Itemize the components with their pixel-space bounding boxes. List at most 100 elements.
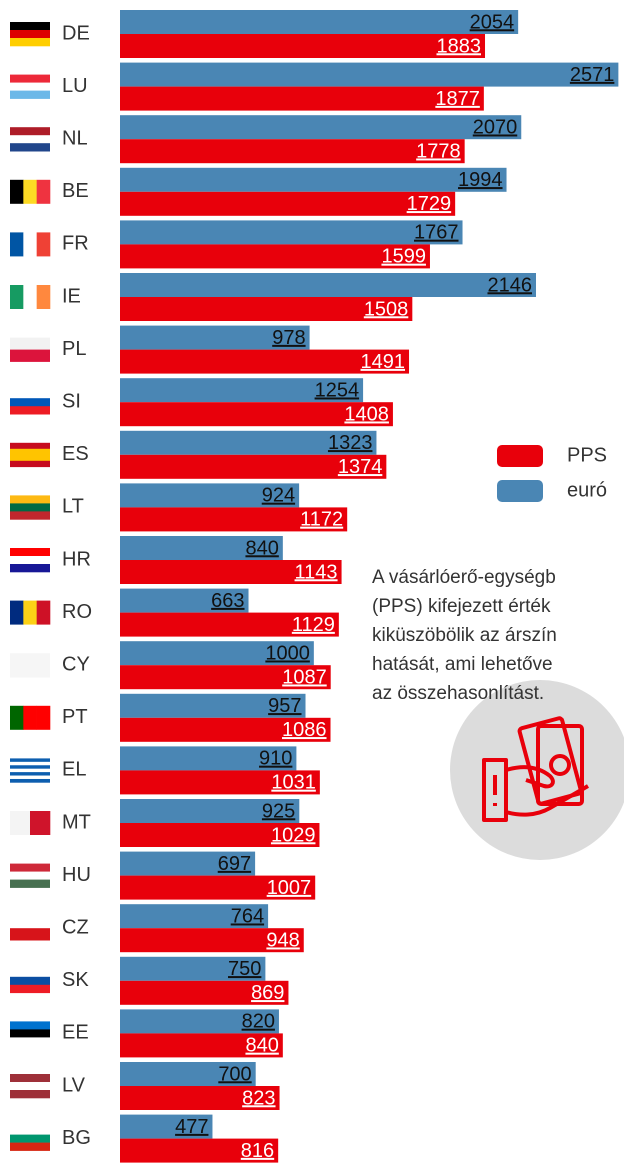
flag-stripe <box>10 1037 50 1046</box>
bar <box>120 928 304 953</box>
value-label: 924 <box>262 485 295 507</box>
flag-stripe <box>10 390 50 399</box>
category-label: MT <box>62 811 91 833</box>
value-label: 764 <box>231 905 264 927</box>
flag-stripe <box>10 1142 50 1151</box>
flag <box>10 705 51 730</box>
category-label: CY <box>62 653 90 675</box>
bar <box>120 1062 256 1086</box>
flag-stripe <box>10 232 24 257</box>
bar <box>120 560 342 584</box>
category-label: DE <box>62 22 90 44</box>
flag-stripe <box>10 758 50 763</box>
value-label: 1087 <box>282 666 327 688</box>
flag-stripe <box>10 761 50 766</box>
flag-stripe <box>10 564 50 573</box>
flag-stripe <box>10 548 50 557</box>
value-label: 1129 <box>292 614 335 636</box>
annotation: (PPS) kifejezett érték <box>372 596 551 617</box>
flag-stripe <box>10 556 50 565</box>
value-label: 957 <box>268 695 301 717</box>
flag-stripe <box>23 232 37 257</box>
flag-stripe <box>10 1074 50 1083</box>
bar <box>120 665 331 690</box>
flag <box>10 390 50 415</box>
flag-stripe <box>10 984 50 994</box>
bar <box>120 956 266 981</box>
flag-stripe <box>36 179 51 204</box>
legend-swatch <box>497 445 543 467</box>
bar <box>120 349 410 374</box>
value-label: 1599 <box>381 246 426 268</box>
value-label: 1086 <box>282 719 327 741</box>
flag-stripe <box>10 454 50 462</box>
flag-stripe <box>10 1134 50 1143</box>
legend-swatch <box>497 480 543 502</box>
flag <box>10 22 50 47</box>
flag-stripe <box>10 511 50 520</box>
flag-stripe <box>10 448 50 456</box>
bar <box>120 1086 280 1110</box>
bar <box>120 693 306 718</box>
category-label: ES <box>62 443 89 465</box>
flag <box>10 232 51 257</box>
flag <box>10 758 50 783</box>
flag-stripe <box>23 705 37 730</box>
flag-stripe <box>10 90 50 99</box>
flag-stripe <box>23 600 37 625</box>
value-label: 840 <box>245 537 278 559</box>
bar <box>120 273 536 297</box>
flag-stripe <box>10 775 50 780</box>
value-label: 925 <box>262 800 295 822</box>
flag-stripe <box>10 442 50 450</box>
flag-stripe <box>10 30 50 39</box>
flag-stripe <box>10 871 50 880</box>
bar <box>120 191 456 216</box>
value-label: 1508 <box>364 298 409 320</box>
flag <box>10 74 50 99</box>
flag-stripe <box>10 968 50 978</box>
flag-stripe <box>10 976 50 986</box>
money-icon <box>450 680 624 860</box>
bar <box>120 1138 279 1163</box>
flag-stripe <box>10 1029 50 1038</box>
flag-stripe <box>10 406 50 415</box>
flag <box>10 916 50 941</box>
bar <box>120 34 486 58</box>
flag <box>10 495 50 520</box>
bar <box>120 1033 283 1058</box>
flag-stripe <box>10 916 50 929</box>
flag-stripe <box>10 1126 50 1135</box>
flag-stripe <box>10 349 50 362</box>
value-label: 1778 <box>416 140 461 162</box>
bar <box>120 244 430 269</box>
flag-stripe <box>10 879 50 888</box>
flag <box>10 1021 50 1046</box>
flag <box>10 179 51 204</box>
bar <box>120 770 320 795</box>
value-label: 1408 <box>344 403 389 425</box>
value-label: 2070 <box>473 116 518 138</box>
annotation: az összehasonlítást. <box>372 683 544 704</box>
value-label: 978 <box>272 327 305 349</box>
value-label: 910 <box>259 748 292 770</box>
value-label: 697 <box>218 853 251 875</box>
bar <box>120 115 522 140</box>
value-label: 1143 <box>295 561 338 583</box>
value-label: 1323 <box>328 432 373 454</box>
bar <box>120 507 348 532</box>
flag-stripe <box>10 863 50 872</box>
flag <box>10 548 50 573</box>
category-label: PL <box>62 338 86 360</box>
value-label: 1994 <box>458 169 503 191</box>
bar <box>120 536 283 560</box>
value-label: 869 <box>251 982 284 1004</box>
value-label: 840 <box>245 1035 278 1057</box>
flag <box>10 811 51 835</box>
flag <box>10 285 51 309</box>
category-label: RO <box>62 601 92 623</box>
flag-stripe <box>10 22 50 31</box>
flag-stripe <box>23 179 37 204</box>
bar <box>120 220 463 245</box>
